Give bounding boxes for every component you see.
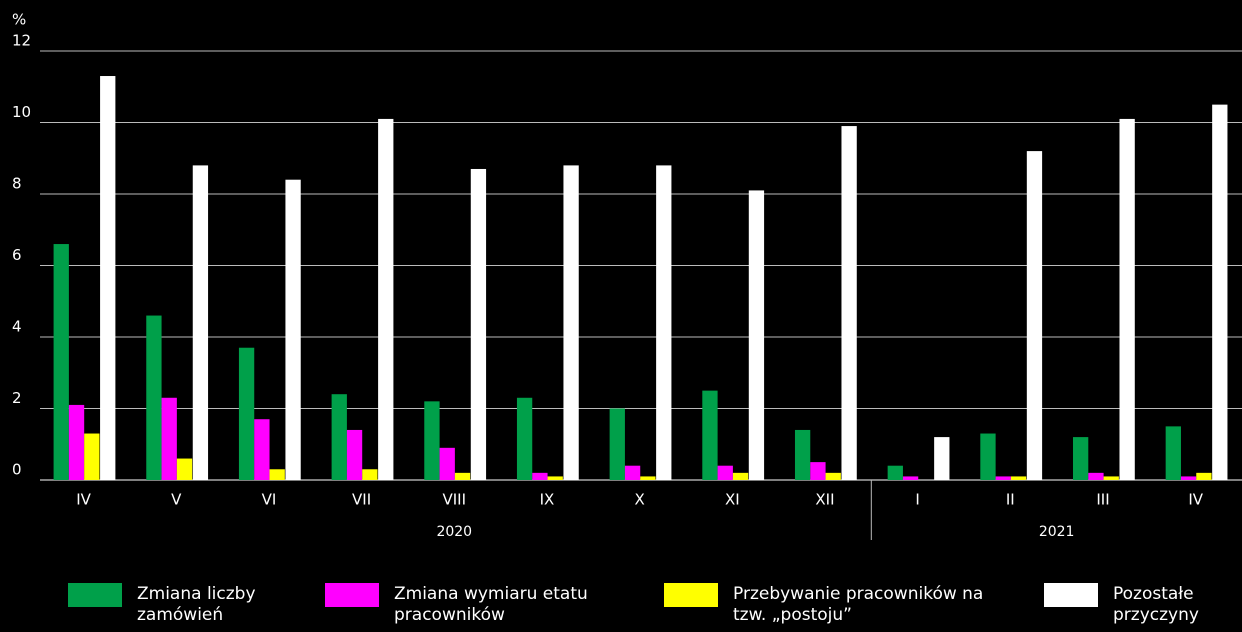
bar xyxy=(1010,476,1027,480)
legend-swatch xyxy=(68,583,122,607)
x-tick-label: XII xyxy=(815,491,834,509)
x-tick-label: I xyxy=(915,491,919,509)
y-tick-label: 6 xyxy=(12,246,22,264)
bar xyxy=(161,397,177,480)
y-tick-label: 4 xyxy=(12,318,22,336)
bar xyxy=(331,394,347,480)
bar xyxy=(100,76,116,481)
bar xyxy=(516,397,533,480)
legend: Zmiana liczby zamówień Zmiana wymiaru eta… xyxy=(0,583,1242,632)
bar xyxy=(702,390,718,480)
legend-swatch xyxy=(664,583,718,607)
legend-label: Zmiana liczby zamówień xyxy=(137,584,256,625)
bar xyxy=(995,476,1011,480)
bar xyxy=(424,401,440,480)
bar xyxy=(640,476,656,480)
bar xyxy=(1088,472,1104,480)
bar xyxy=(1119,118,1135,481)
bar xyxy=(547,476,563,480)
legend-label: Przebywanie pracowników na tzw. „postoju… xyxy=(733,584,984,625)
bar xyxy=(1180,476,1197,480)
x-tick-label: IV xyxy=(76,491,91,509)
y-axis-label: % xyxy=(12,11,26,29)
x-tick-label: VIII xyxy=(443,491,467,509)
bar xyxy=(902,476,919,480)
bar xyxy=(656,165,672,480)
x-tick-label: IX xyxy=(540,491,555,509)
bar xyxy=(609,408,625,480)
bar xyxy=(841,126,857,480)
bar xyxy=(176,458,193,480)
bar xyxy=(1026,151,1043,480)
bar xyxy=(934,437,950,480)
x-tick-label: XI xyxy=(725,491,740,509)
bar xyxy=(825,472,841,480)
legend-label: Zmiana wymiaru etatu pracowników xyxy=(394,584,588,625)
x-tick-label: IV xyxy=(1188,491,1203,509)
bar xyxy=(146,315,162,480)
bar xyxy=(346,429,363,480)
bar xyxy=(1165,426,1181,480)
x-tick-label: III xyxy=(1096,491,1109,509)
bar xyxy=(470,168,487,480)
group-label: 2021 xyxy=(1039,524,1075,540)
bar xyxy=(378,118,394,481)
bar xyxy=(84,433,100,480)
legend-label: Pozostałe przyczyny xyxy=(1113,584,1199,625)
group-label: 2020 xyxy=(436,524,472,540)
bar xyxy=(1212,104,1228,480)
bar xyxy=(748,190,765,481)
bar xyxy=(532,472,548,480)
bar xyxy=(68,404,85,480)
y-tick-label: 8 xyxy=(12,175,22,193)
x-tick-label: VII xyxy=(352,491,371,509)
bar xyxy=(1196,472,1212,480)
bar xyxy=(269,469,285,480)
y-tick-label: 2 xyxy=(12,389,22,407)
x-tick-label: VI xyxy=(262,491,277,509)
bar xyxy=(285,179,301,480)
bar xyxy=(717,465,733,480)
bar xyxy=(362,469,378,480)
bar xyxy=(254,419,270,480)
bar xyxy=(1072,437,1089,480)
bar xyxy=(53,244,69,480)
bar xyxy=(980,433,996,480)
bar xyxy=(887,465,903,480)
bar xyxy=(439,447,455,480)
bar xyxy=(563,165,579,480)
bar xyxy=(238,347,255,480)
y-tick-label: 12 xyxy=(12,32,31,50)
bar xyxy=(624,465,641,480)
bar xyxy=(794,429,811,480)
x-tick-label: X xyxy=(634,491,644,509)
bar xyxy=(732,472,749,480)
bar xyxy=(454,472,471,480)
bar xyxy=(810,462,826,480)
legend-swatch xyxy=(1044,583,1098,607)
y-tick-label: 10 xyxy=(12,103,31,121)
legend-swatch xyxy=(325,583,379,607)
bar xyxy=(192,165,209,480)
y-tick-label: 0 xyxy=(12,461,22,479)
bar xyxy=(1103,476,1119,480)
x-tick-label: II xyxy=(1006,491,1015,509)
x-tick-label: V xyxy=(171,491,182,509)
